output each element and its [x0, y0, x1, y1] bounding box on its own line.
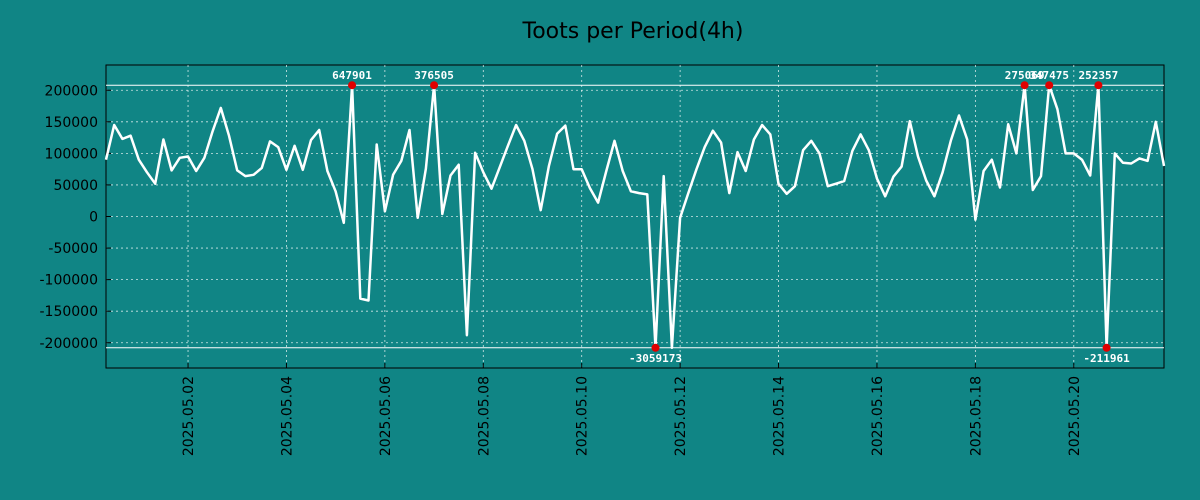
x-axis: 2025.05.02 2025.05.04 2025.05.06 2025.05.08…: [181, 363, 1083, 456]
y-tick-label: 50000: [53, 178, 98, 194]
x-tick-label: 2025.05.02: [181, 376, 197, 456]
peak-marker: [430, 81, 439, 90]
series-line: [104, 83, 1166, 350]
peak-marker: [1020, 81, 1029, 90]
x-tick-label: 2025.05.14: [772, 376, 788, 456]
peak-label: 275069: [1005, 69, 1045, 82]
peak-markers: [348, 81, 1111, 352]
x-tick-label: 2025.05.10: [575, 376, 591, 456]
peak-marker: [1102, 343, 1111, 352]
x-tick-label: 2025.05.06: [378, 376, 394, 456]
x-tick-label: 2025.05.12: [673, 376, 689, 456]
y-axis: 200000 150000 100000 50000 0 -50000 -100000 -15…: [40, 83, 111, 352]
series-toots: [104, 83, 1166, 350]
x-tick-label: 2025.05.04: [279, 376, 295, 456]
x-tick-label: 2025.05.18: [968, 376, 984, 456]
peak-marker: [1094, 81, 1103, 90]
x-tick-label: 2025.05.20: [1067, 376, 1083, 456]
peak-label: -3059173: [629, 352, 682, 365]
peak-label: 252357: [1079, 69, 1119, 82]
y-tick-label: -200000: [40, 336, 99, 352]
clip-level-lines: [106, 84, 1164, 349]
peak-label: 347475: [1029, 69, 1069, 82]
y-tick-label: 0: [89, 210, 98, 226]
peak-marker: [1045, 81, 1054, 90]
peak-label: 647901: [332, 69, 372, 82]
y-tick-label: -50000: [48, 241, 98, 257]
grid-lines: [106, 65, 1164, 368]
peak-marker: [348, 81, 357, 90]
y-tick-label: -100000: [40, 273, 99, 289]
y-tick-label: 100000: [45, 146, 98, 162]
y-tick-label: 150000: [45, 115, 98, 131]
plot-area: [105, 64, 1165, 369]
x-tick-label: 2025.05.16: [870, 376, 886, 456]
peak-label: -211961: [1083, 352, 1130, 365]
y-tick-label: 200000: [45, 83, 98, 99]
y-tick-label: -150000: [40, 304, 99, 320]
peak-label: 376505: [414, 69, 454, 82]
peak-marker: [651, 343, 660, 352]
x-tick-label: 2025.05.08: [476, 376, 492, 456]
chart-title: Toots per Period(4h): [522, 19, 744, 44]
